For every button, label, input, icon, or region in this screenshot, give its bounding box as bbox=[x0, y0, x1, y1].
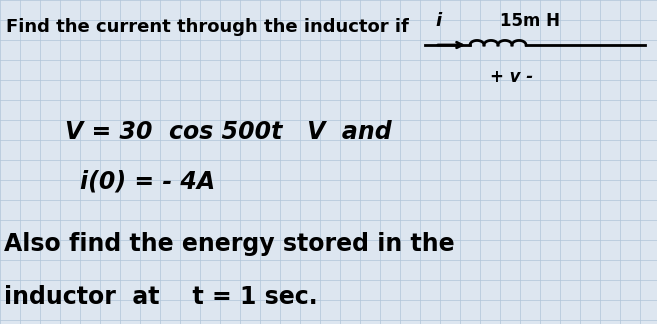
Text: + v -: + v - bbox=[490, 68, 533, 86]
Text: V = 30  cos 500t   V  and: V = 30 cos 500t V and bbox=[65, 120, 392, 144]
Text: i(0) = - 4A: i(0) = - 4A bbox=[80, 170, 215, 194]
Text: Find the current through the inductor if: Find the current through the inductor if bbox=[6, 18, 409, 36]
Text: inductor  at    t = 1 sec.: inductor at t = 1 sec. bbox=[4, 285, 317, 309]
Text: 15m H: 15m H bbox=[500, 12, 560, 30]
Text: Also find the energy stored in the: Also find the energy stored in the bbox=[4, 232, 455, 256]
Text: i: i bbox=[435, 12, 441, 30]
